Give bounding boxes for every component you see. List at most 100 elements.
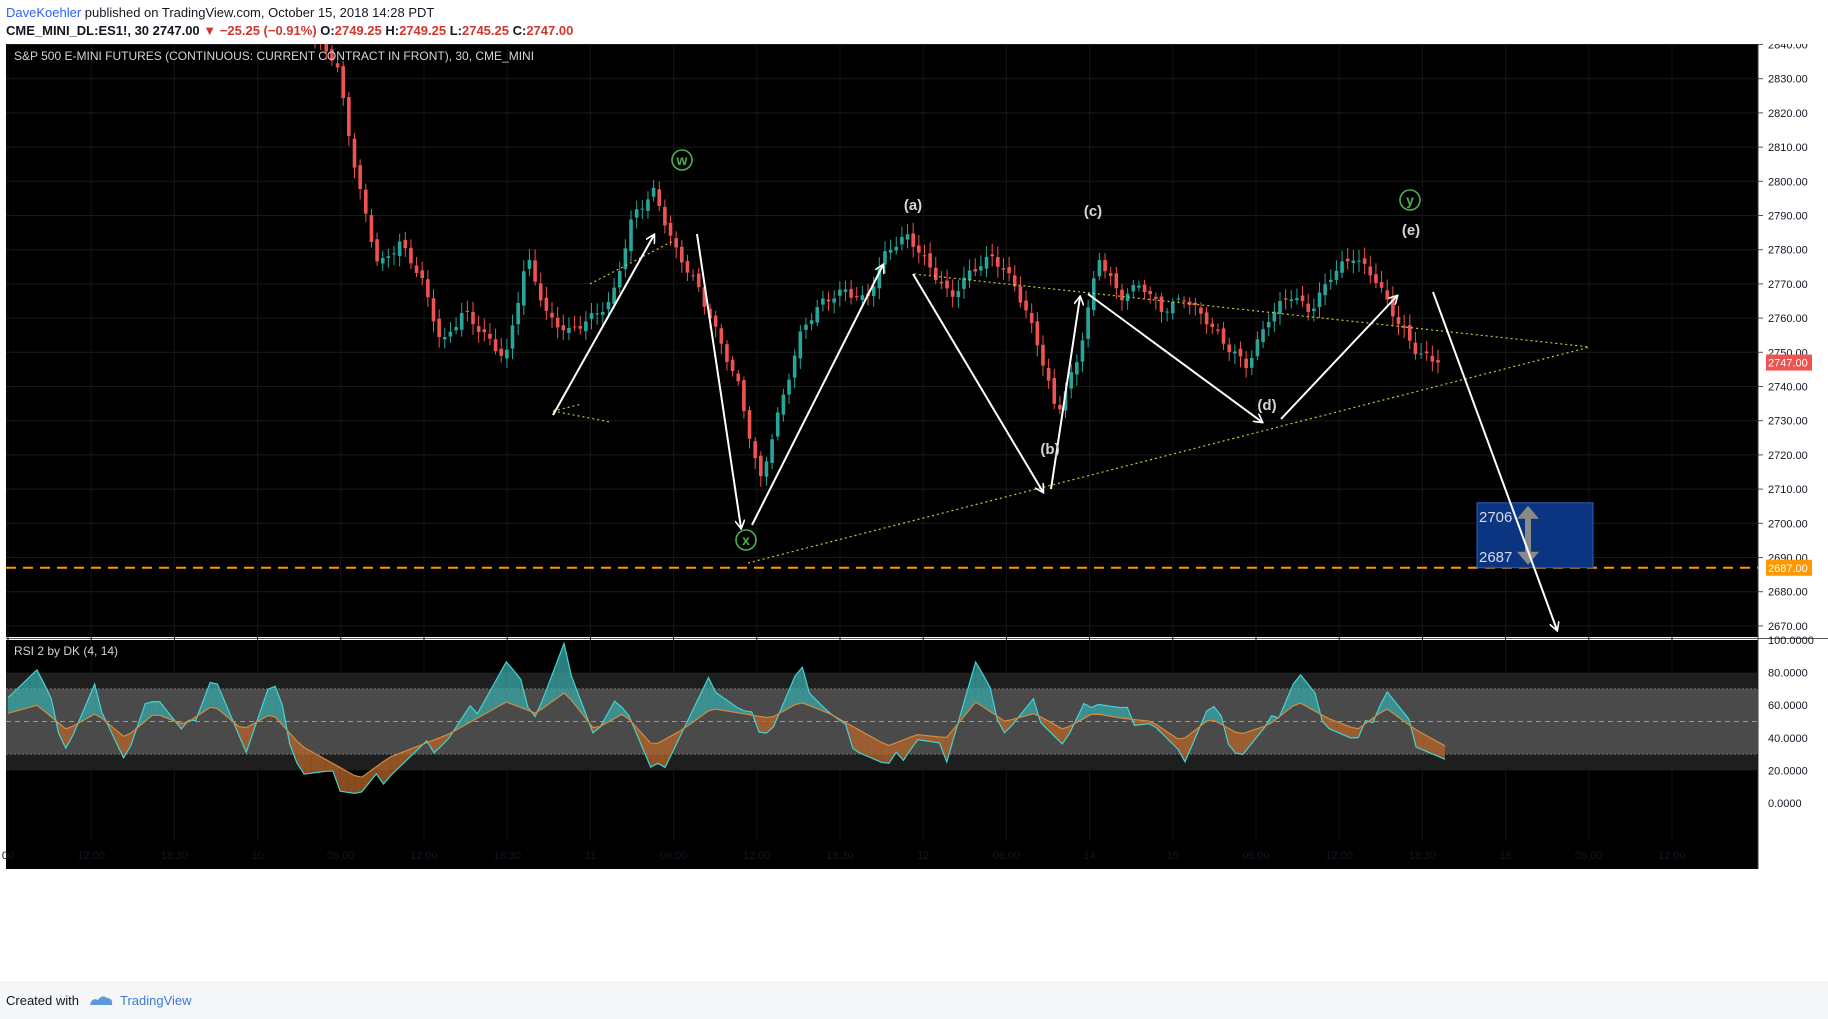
candle-body bbox=[1436, 360, 1440, 363]
candle-body bbox=[521, 271, 526, 306]
rsi-fill-segment bbox=[852, 726, 861, 754]
candle-body bbox=[1419, 353, 1423, 355]
candle-body bbox=[454, 327, 458, 331]
candle-body bbox=[962, 277, 966, 289]
rsi-fill-segment bbox=[210, 682, 218, 709]
symbol-label: CME_MINI_DL:ES1!, 30 bbox=[6, 23, 150, 38]
candle-body bbox=[1199, 307, 1203, 314]
candle-body bbox=[335, 63, 340, 68]
candle-body bbox=[900, 237, 904, 245]
rsi-fill-segment bbox=[564, 643, 572, 700]
price-tick-label: 2710.00 bbox=[1768, 484, 1808, 496]
candle-body bbox=[967, 270, 972, 281]
candle-body bbox=[843, 289, 848, 292]
rsi-layer bbox=[6, 641, 1758, 794]
candle-body bbox=[747, 410, 752, 439]
rsi-fill-segment bbox=[1351, 727, 1359, 739]
rsi-fill-segment bbox=[975, 661, 983, 707]
rsi-fill-segment bbox=[766, 716, 774, 734]
candle-body bbox=[928, 253, 932, 268]
price-tick-label: 2760.00 bbox=[1768, 313, 1808, 325]
wave-arrow bbox=[912, 273, 1043, 492]
triangle-trendline bbox=[913, 273, 1591, 348]
rsi-fill-segment bbox=[910, 734, 918, 750]
rsi-fill-segment bbox=[65, 726, 73, 749]
rsi-fill-segment bbox=[1055, 724, 1063, 744]
candle-body bbox=[1379, 281, 1384, 288]
close-label: C: bbox=[512, 23, 527, 38]
candle-body bbox=[363, 189, 368, 214]
rsi-fill-segment bbox=[484, 687, 492, 715]
rsi-fill-segment bbox=[867, 734, 875, 760]
candle-body bbox=[764, 461, 769, 477]
rsi-fill-segment bbox=[556, 643, 565, 699]
candle-body bbox=[1396, 316, 1401, 325]
candle-body bbox=[488, 333, 492, 339]
candle-body bbox=[1255, 339, 1260, 357]
candle-body bbox=[781, 394, 786, 415]
candle-body bbox=[533, 260, 537, 282]
candle-body bbox=[1340, 261, 1344, 273]
rsi-fill-segment bbox=[932, 736, 940, 743]
candle-body bbox=[1154, 296, 1158, 299]
candle-body bbox=[1018, 286, 1023, 303]
wave-arrow bbox=[696, 233, 741, 528]
tradingview-link[interactable]: TradingView bbox=[88, 990, 192, 1010]
candle-body bbox=[990, 254, 994, 257]
price-pane[interactable] bbox=[6, 44, 1758, 637]
rsi-fill-segment bbox=[491, 674, 500, 711]
candle-body bbox=[1249, 357, 1254, 368]
rsi-fill-segment bbox=[51, 698, 59, 734]
rsi-fill-segment bbox=[1437, 741, 1445, 760]
candle-body bbox=[330, 49, 334, 61]
rsi-fill-segment bbox=[116, 730, 124, 758]
candle-body bbox=[1216, 329, 1220, 331]
candle-body bbox=[561, 325, 566, 331]
rsi-fill-segment bbox=[1423, 733, 1431, 754]
rsi-fill-segment bbox=[795, 667, 803, 705]
candle-body bbox=[493, 339, 498, 352]
candle-body bbox=[1170, 301, 1175, 314]
rsi-fill-segment bbox=[289, 733, 297, 763]
price-tick-label: 2720.00 bbox=[1768, 450, 1808, 462]
rsi-fill-segment bbox=[1286, 683, 1294, 712]
candle-body bbox=[1407, 325, 1412, 341]
time-tick-label: 12:00 bbox=[77, 850, 105, 862]
candle-body bbox=[471, 311, 475, 325]
chart-area[interactable]: 2706 2687 w x y (a) (b) (c) (d) (e) 2840.00 2830.0… bbox=[0, 44, 1828, 981]
rsi-fill-segment bbox=[657, 739, 666, 768]
candle-body bbox=[352, 138, 357, 168]
price-tick-label: 2790.00 bbox=[1768, 211, 1808, 223]
candle-body bbox=[860, 295, 865, 300]
wave-y-label: y bbox=[1406, 192, 1414, 208]
close-value: 2747.00 bbox=[526, 23, 574, 38]
rsi-fill-segment bbox=[860, 730, 868, 757]
author-link[interactable]: DaveKoehler bbox=[6, 5, 82, 20]
low-label: L: bbox=[449, 23, 462, 38]
rsi-fill-segment bbox=[1026, 698, 1034, 716]
candle-body bbox=[770, 439, 774, 463]
candle-body bbox=[1244, 358, 1248, 369]
wave-x-circle bbox=[735, 529, 757, 551]
candle-body bbox=[804, 324, 808, 330]
rsi-fill-segment bbox=[506, 661, 514, 705]
candle-body bbox=[1176, 298, 1181, 300]
candle-body bbox=[595, 313, 599, 315]
candle-body bbox=[815, 307, 820, 323]
candle-body bbox=[324, 44, 329, 52]
time-tick-label: 06:00 bbox=[993, 850, 1021, 862]
candle-body bbox=[702, 287, 707, 307]
candle-body bbox=[685, 261, 690, 273]
candle-body bbox=[1233, 351, 1237, 354]
candle-body bbox=[1041, 344, 1045, 366]
rsi-tick-label: 60.0000 bbox=[1768, 700, 1808, 712]
created-with-text: Created with bbox=[6, 993, 79, 1008]
rsi-tick-label: 80.0000 bbox=[1768, 668, 1808, 680]
rsi-fill-segment bbox=[1112, 706, 1121, 718]
candle-body bbox=[482, 329, 487, 333]
wave-w-circle bbox=[671, 149, 693, 171]
rsi-fill-segment bbox=[1047, 720, 1056, 737]
candle-body bbox=[832, 298, 836, 303]
candle-body bbox=[742, 380, 746, 412]
candle-body bbox=[1165, 311, 1169, 313]
